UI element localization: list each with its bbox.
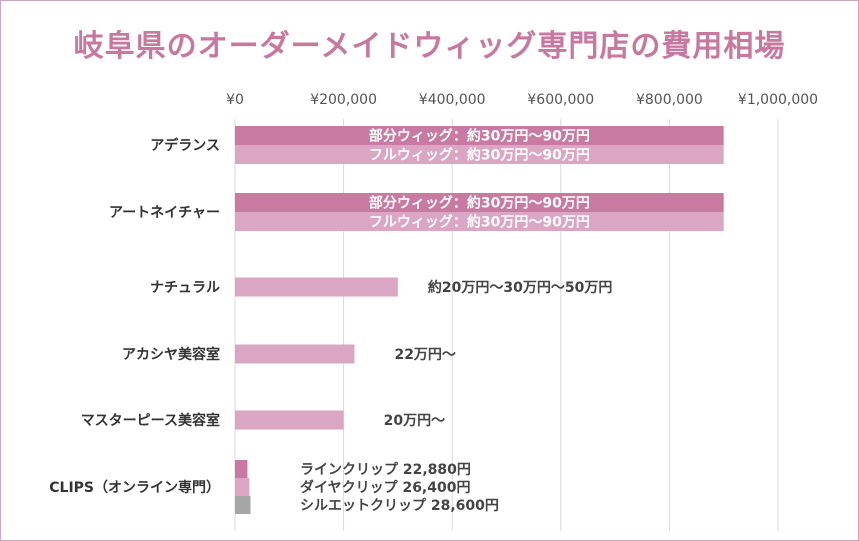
category-label: CLIPS（オンライン専門） <box>49 479 220 496</box>
bar-data-label: フルウィッグ：約30万円～90万円 <box>369 147 590 164</box>
bar-data-label: ラインクリップ 22,880円 <box>300 462 471 478</box>
bar <box>235 496 251 514</box>
x-tick-label: ¥800,000 <box>636 92 703 108</box>
bar-data-label: フルウィッグ：約30万円～90万円 <box>369 214 590 231</box>
bar <box>235 478 250 496</box>
category-label: マスターピース美容室 <box>81 412 220 429</box>
bar-data-label: シルエットクリップ 28,600円 <box>300 498 499 514</box>
bar-data-label: 部分ウィッグ：約30万円～90万円 <box>369 128 590 145</box>
bar <box>235 344 355 364</box>
bar-data-label: 20万円～ <box>384 413 445 429</box>
bar <box>235 277 398 297</box>
chart-title: 岐阜県のオーダーメイドウィッグ専門店の費用相場 <box>73 29 786 64</box>
bar <box>235 193 724 212</box>
bar-data-label: 部分ウィッグ：約30万円～90万円 <box>369 195 590 212</box>
category-label: アカシヤ美容室 <box>122 346 220 363</box>
bar <box>235 460 248 478</box>
bar <box>235 126 724 145</box>
x-tick-label: ¥200,000 <box>310 92 377 108</box>
bar <box>235 410 344 430</box>
x-tick-label: ¥400,000 <box>419 92 486 108</box>
category-label: ナチュラル <box>150 280 220 296</box>
category-label: アートネイチャー <box>109 205 220 221</box>
x-tick-label: ¥1,000,000 <box>738 92 818 108</box>
x-tick-label: ¥600,000 <box>527 92 594 108</box>
bar <box>235 145 724 164</box>
category-label: アデランス <box>150 137 220 154</box>
x-tick-label: ¥0 <box>226 92 244 108</box>
bar-data-label: 約20万円～30万円～50万円 <box>428 279 612 296</box>
bar-data-label: 22万円～ <box>394 347 455 363</box>
bar-data-label: ダイヤクリップ 26,400円 <box>300 479 470 496</box>
bar <box>235 212 724 231</box>
